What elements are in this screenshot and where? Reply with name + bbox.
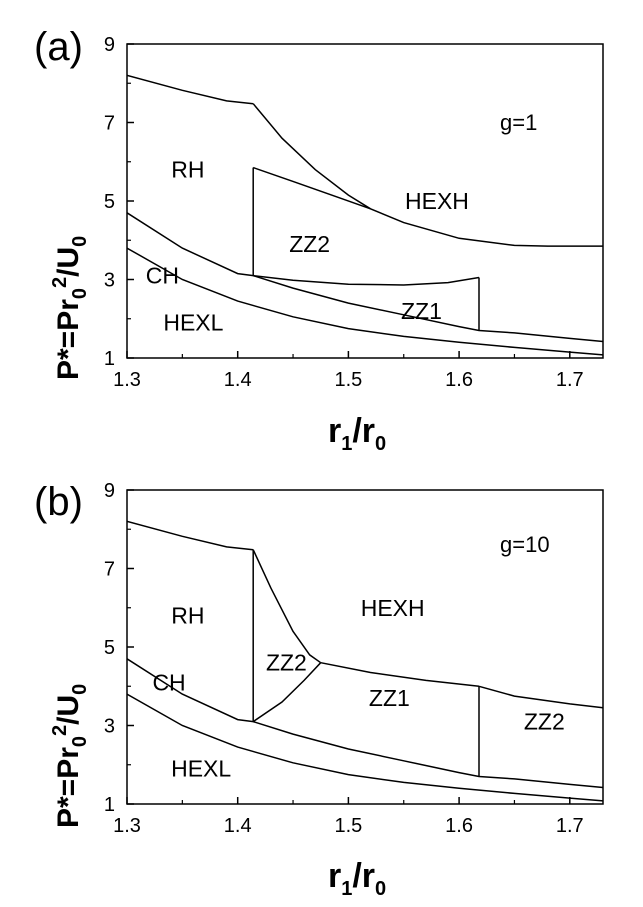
panel-b-ylabel-c: 2 xyxy=(49,725,71,736)
panel-a-curves xyxy=(126,74,604,356)
x-tick-label: 1.6 xyxy=(445,815,473,837)
y-tick-label: 1 xyxy=(104,794,115,816)
x-tick-label: 1.6 xyxy=(445,369,473,391)
x-tick-label: 1.4 xyxy=(224,369,252,391)
y-tick-label: 3 xyxy=(104,270,115,292)
panel-b-region-labels: RH HEXH ZZ2 CH ZZ1 ZZ2 HEXL xyxy=(152,595,564,782)
phase-boundary-curve xyxy=(126,693,604,802)
panel-a: (a) 1.3 1.4 1.5 1.6 1.7 1 3 5 7 9 RH HEXH ZZ2 CH ZZ1 H… xyxy=(34,25,604,455)
panel-a-ylabel-a: P*=Pr xyxy=(52,299,85,380)
panel-b-x-axis-title: r1/r0 xyxy=(328,857,386,900)
region-label: ZZ1 xyxy=(401,298,442,324)
panel-b-annotation: g=10 xyxy=(500,532,550,557)
panel-b-ylabel-a: P*=Pr xyxy=(52,747,85,828)
phase-boundary-curve xyxy=(253,274,480,286)
x-tick-label: 1.3 xyxy=(113,815,141,837)
panel-a-ylabel-d: /U xyxy=(52,247,85,277)
region-label: CH xyxy=(152,669,185,695)
panel-b-label: (b) xyxy=(34,480,83,524)
panel-b-curves xyxy=(126,520,604,802)
phase-boundary-curve xyxy=(252,662,322,723)
panel-a-xlabel-mid: /r xyxy=(352,412,375,450)
x-tick-label: 1.5 xyxy=(334,815,362,837)
panel-b-y-axis-title: P*=Pr02/U0 xyxy=(49,684,91,828)
region-label: ZZ1 xyxy=(369,685,410,711)
y-tick-label: 3 xyxy=(104,716,115,738)
x-tick-label: 1.3 xyxy=(113,369,141,391)
phase-boundary-curve xyxy=(126,658,604,789)
region-label: HEXL xyxy=(171,756,231,782)
panel-b-xlabel-mid: /r xyxy=(352,857,375,895)
panel-b: (b) 1.3 1.4 1.5 1.6 1.7 1 3 5 7 9 RH HEXH ZZ2 CH ZZ1 Z… xyxy=(34,480,604,900)
phase-boundary-curve xyxy=(252,103,603,247)
region-label: CH xyxy=(146,263,179,289)
region-label: HEXH xyxy=(405,188,469,214)
region-label: HEXL xyxy=(163,310,223,336)
region-label: HEXH xyxy=(361,595,425,621)
y-tick-label: 5 xyxy=(104,191,115,213)
x-tick-label: 1.4 xyxy=(224,815,252,837)
panel-a-x-axis-title: r1/r0 xyxy=(328,412,386,455)
panel-a-xlabel-main: r xyxy=(328,412,341,450)
panel-b-xlabel-main: r xyxy=(328,857,341,895)
phase-boundary-curve xyxy=(252,166,371,210)
phase-boundary-curve xyxy=(252,549,322,664)
panel-a-ylabel-b: 0 xyxy=(69,288,91,299)
phase-boundary-curve xyxy=(320,661,480,688)
x-tick-label: 1.7 xyxy=(556,815,584,837)
panel-b-ylabel-b: 0 xyxy=(69,736,91,747)
panel-a-annotation: g=1 xyxy=(500,110,537,135)
panel-a-xlabel-sub1: 1 xyxy=(341,433,352,455)
panel-b-xlabel-sub1: 1 xyxy=(341,878,352,900)
panel-b-ticks: 1.3 1.4 1.5 1.6 1.7 1 3 5 7 9 xyxy=(104,480,584,837)
panel-b-ylabel-d: /U xyxy=(52,695,85,725)
y-tick-label: 9 xyxy=(104,34,115,56)
panel-a-region-labels: RH HEXH ZZ2 CH ZZ1 HEXL xyxy=(146,157,469,336)
y-tick-label: 1 xyxy=(104,348,115,370)
region-label: ZZ2 xyxy=(289,231,330,257)
region-label: ZZ2 xyxy=(266,650,307,676)
phase-boundary-curve xyxy=(126,74,254,105)
region-label: RH xyxy=(171,603,204,629)
y-tick-label: 7 xyxy=(104,113,115,135)
panel-b-xlabel-sub2: 0 xyxy=(375,878,386,900)
panel-a-y-axis-title: P*=Pr02/U0 xyxy=(49,236,91,380)
panel-b-ylabel-e: 0 xyxy=(69,684,91,695)
y-tick-label: 9 xyxy=(104,480,115,502)
panel-a-ylabel-c: 2 xyxy=(49,277,71,288)
phase-boundary-curve xyxy=(126,212,604,343)
panel-a-ylabel-e: 0 xyxy=(69,236,91,247)
y-tick-label: 5 xyxy=(104,637,115,659)
region-label: ZZ2 xyxy=(524,709,565,735)
panel-a-xlabel-sub2: 0 xyxy=(375,433,386,455)
x-tick-label: 1.7 xyxy=(556,369,584,391)
x-tick-label: 1.5 xyxy=(334,369,362,391)
phase-boundary-curve xyxy=(126,520,254,551)
panel-a-label: (a) xyxy=(34,25,83,69)
panel-a-ticks: 1.3 1.4 1.5 1.6 1.7 1 3 5 7 9 xyxy=(104,34,584,391)
region-label: RH xyxy=(171,157,204,183)
y-tick-label: 7 xyxy=(104,559,115,581)
phase-boundary-curve xyxy=(126,247,604,356)
phase-boundary-curve xyxy=(478,685,604,709)
